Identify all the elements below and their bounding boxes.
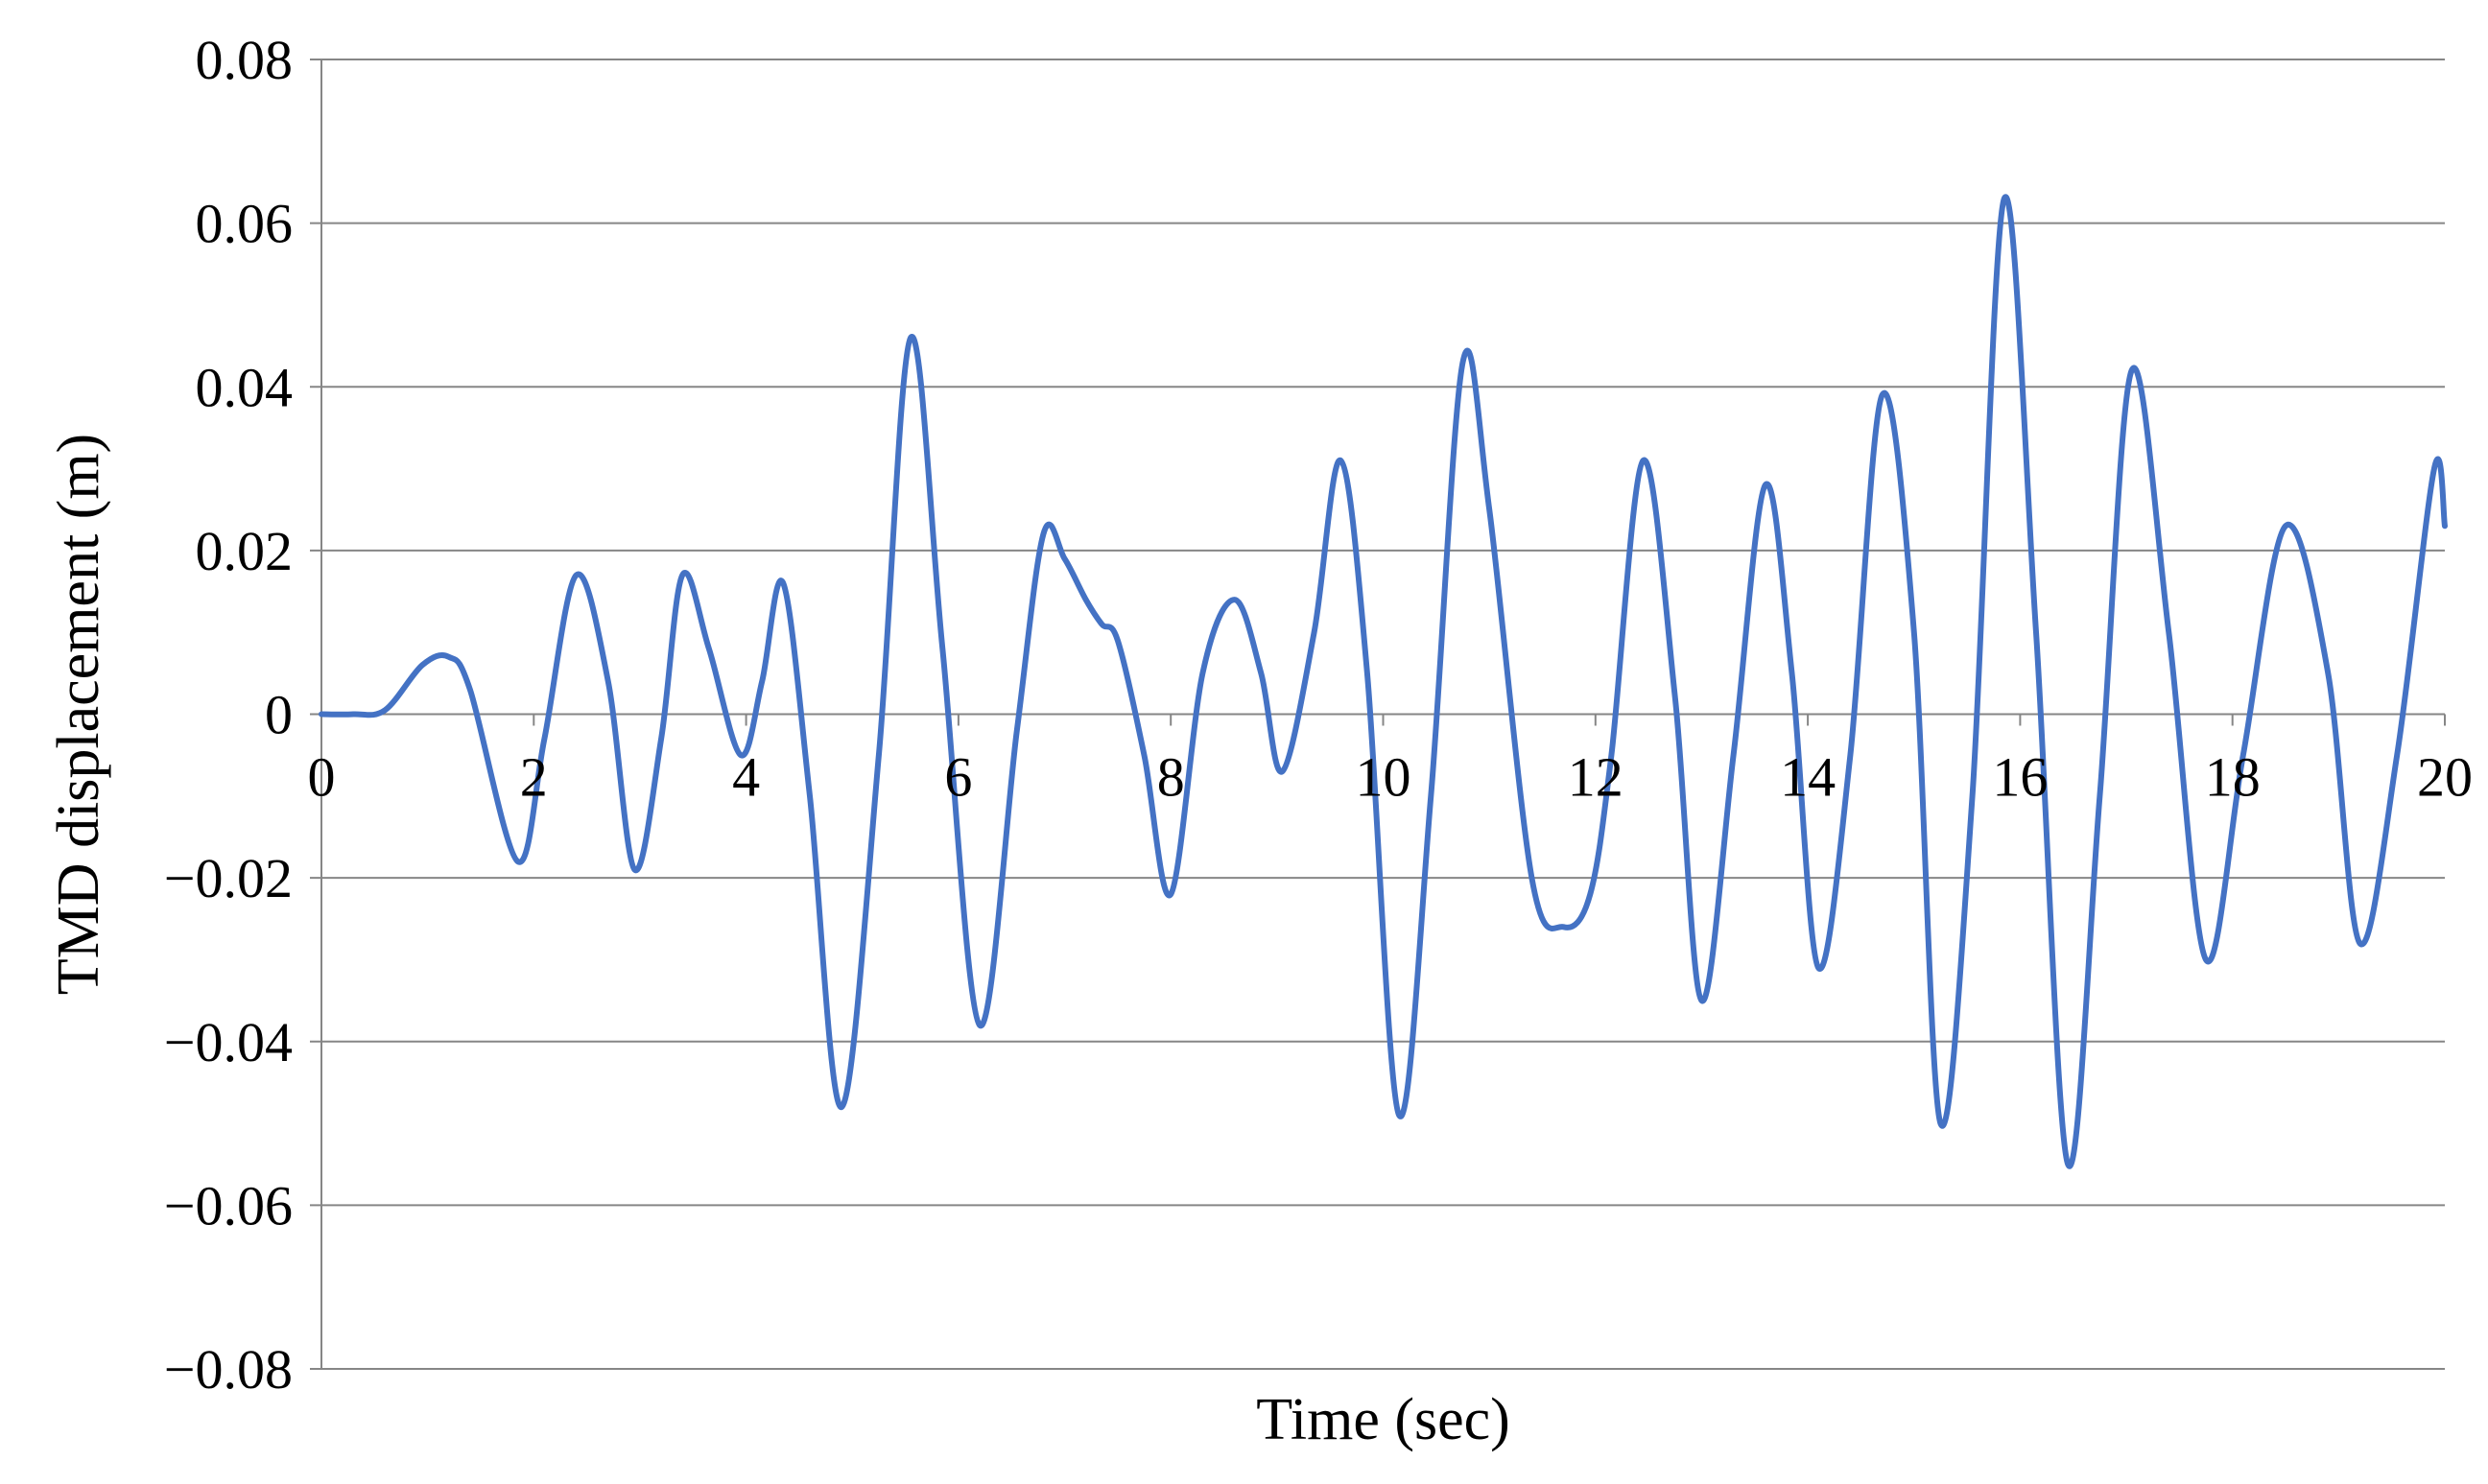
axes bbox=[310, 59, 2446, 1370]
x-tick-label: 6 bbox=[944, 746, 972, 809]
x-tick-label: 12 bbox=[1568, 746, 1623, 809]
y-tick-label: 0.02 bbox=[196, 520, 294, 582]
y-tick-label: 0.06 bbox=[196, 193, 294, 255]
y-tick-label: 0.08 bbox=[196, 29, 294, 91]
x-tick-label: 8 bbox=[1157, 746, 1185, 809]
x-tick-label: 14 bbox=[1780, 746, 1836, 809]
y-tick-label: 0.04 bbox=[196, 356, 294, 418]
x-tick-label: 16 bbox=[1992, 746, 2048, 809]
y-tick-label: 0 bbox=[265, 684, 293, 746]
y-tick-label: −0.06 bbox=[164, 1174, 293, 1237]
y-tick-label: −0.04 bbox=[164, 1011, 293, 1073]
series-layer bbox=[319, 194, 2448, 1169]
tick-labels: 0.080.060.040.020−0.02−0.04−0.06−0.080 2 4… bbox=[164, 29, 2473, 1401]
grid-lines bbox=[321, 59, 2445, 1370]
x-axis-title: Time (sec) bbox=[1256, 1387, 1510, 1452]
x-tick-label: 2 bbox=[520, 746, 548, 809]
series-line bbox=[319, 194, 2448, 1169]
y-tick-label: −0.02 bbox=[164, 847, 293, 909]
x-tick-label: 18 bbox=[2205, 746, 2261, 809]
x-tick-label: 10 bbox=[1356, 746, 1411, 809]
x-tick-label: 4 bbox=[732, 746, 760, 809]
x-tick-label: 0 bbox=[308, 746, 336, 809]
y-tick-label: −0.08 bbox=[164, 1338, 293, 1401]
y-axis-title: TMD displacement (m) bbox=[46, 434, 111, 995]
x-tick-label: 20 bbox=[2417, 746, 2473, 809]
